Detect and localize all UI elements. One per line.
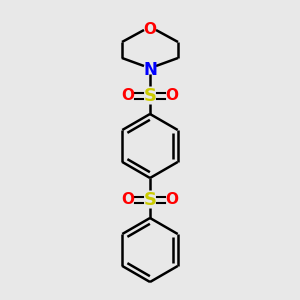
Text: O: O — [122, 193, 134, 208]
Text: S: S — [143, 87, 157, 105]
Text: O: O — [166, 88, 178, 104]
Text: O: O — [166, 193, 178, 208]
Text: O: O — [143, 22, 157, 38]
Text: O: O — [122, 88, 134, 104]
Text: S: S — [143, 191, 157, 209]
Text: N: N — [143, 61, 157, 79]
